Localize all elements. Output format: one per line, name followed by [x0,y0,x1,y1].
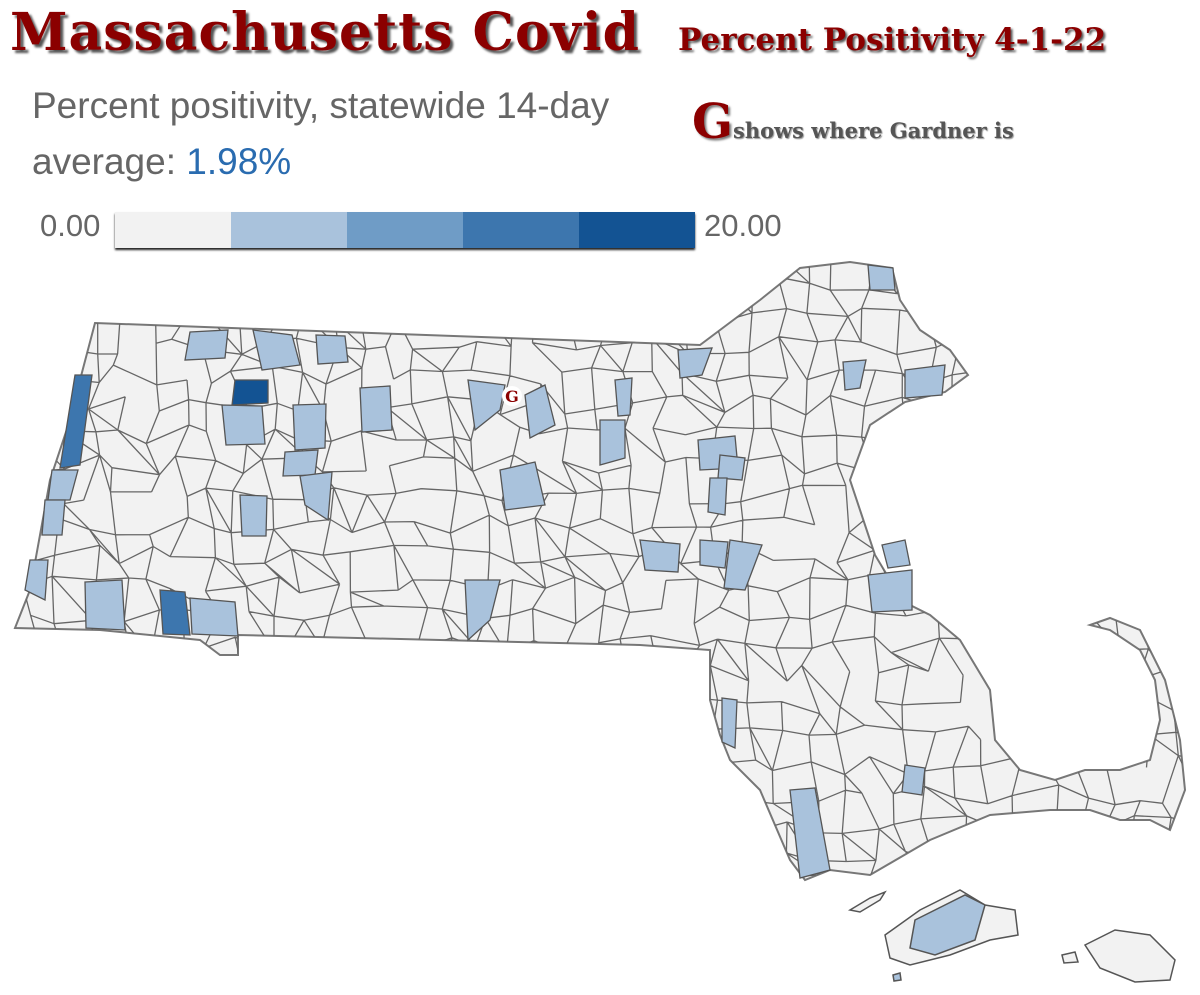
elizabeth-islands [847,890,887,913]
town-highlight [282,449,319,477]
town-highlight [299,471,333,522]
statewide-average-label: Percent positivity, statewide 14-day ave… [32,85,610,182]
town-highlight [524,384,556,440]
town-highlight [252,329,301,371]
town-highlight [464,579,501,642]
town-highlight [901,764,926,796]
town-highlight [867,264,896,291]
town-highlight [239,494,268,537]
color-legend-bar [115,212,695,248]
legend-bin-4 [463,212,579,248]
town-highlight [599,419,626,466]
town-highlight [231,379,269,406]
town-highlight [723,539,763,591]
map-subtitle: Percent Positivity 4-1-22 [678,22,1107,58]
legend-max-label: 20.00 [704,208,782,243]
legend-bin-2 [231,212,347,248]
statewide-average-text: Percent positivity, statewide 14-day ave… [32,78,692,190]
town-highlight [221,404,266,446]
highlighted-towns [24,264,946,879]
town-highlight [499,461,546,511]
legend-bin-1 [115,212,231,248]
small-island [892,972,902,982]
town-highlight [699,539,729,569]
town-highlight [292,403,327,451]
gardner-legend-note: Gshows where Gardner is [692,94,1014,150]
town-highlight [59,374,93,469]
gardner-marker-bg [502,386,522,406]
gardner-legend-letter: G [692,94,733,150]
town-highlight [707,477,728,516]
town-highlight [904,364,946,399]
town-highlight [639,539,681,573]
town-highlight [189,597,239,637]
legend-bin-3 [347,212,463,248]
town-highlight [789,787,831,879]
town-highlight [359,385,393,433]
gardner-marker-label: G [505,387,519,406]
nantucket [1083,929,1176,983]
town-highlight [467,379,506,432]
town-highlight [867,569,913,613]
statewide-average-value: 1.98% [186,141,292,182]
town-highlight [84,579,126,631]
town-highlight [717,454,746,481]
islands [847,889,1176,983]
gardner-legend-text: shows where Gardner is [733,118,1014,143]
town-highlight [614,377,633,417]
legend-bin-5 [579,212,695,248]
small-island [1061,951,1079,964]
town-highlight [159,589,191,636]
town-highlight [677,347,713,379]
town-highlight [184,329,229,361]
town-highlight [842,359,867,391]
town-highlight [47,469,79,501]
gardner-marker: G [502,386,522,406]
marthas-vineyard-highlight [909,894,986,956]
map-title: Massachusetts Covid [10,2,640,63]
town-highlight [721,697,738,749]
town-highlight [315,334,349,365]
town-highlight [24,559,49,602]
legend-min-label: 0.00 [40,208,101,243]
town-highlight [41,499,66,536]
town-highlight [881,539,911,569]
